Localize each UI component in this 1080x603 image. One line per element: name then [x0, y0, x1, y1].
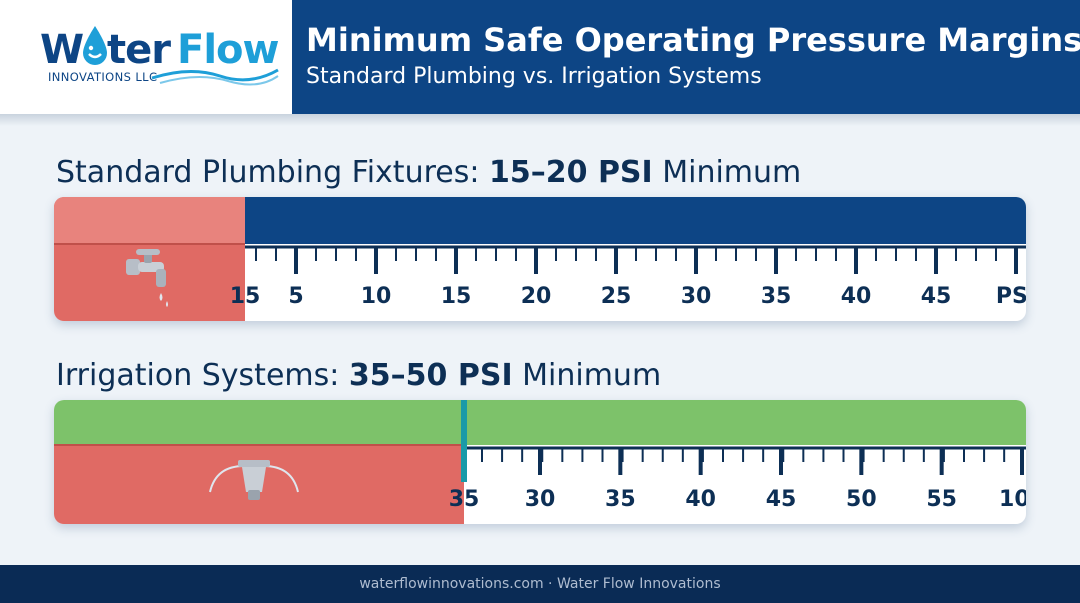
wave-swoosh-icon — [151, 68, 279, 86]
plumbing-heading: Standard Plumbing Fixtures: 15–20 PSI Mi… — [56, 154, 801, 192]
faucet-icon — [126, 249, 168, 307]
plumbing-tick-label: 25 — [601, 284, 632, 309]
irrigation-gauge: 35 30 35 40 45 50 55 100 — [54, 400, 1026, 524]
page-title: Minimum Safe Operating Pressure Margins — [306, 21, 1080, 59]
logo-letter-w: W — [40, 27, 84, 73]
irrigation-tick-label: 55 — [926, 487, 957, 512]
plumbing-tick-label: 30 — [681, 284, 712, 309]
plumbing-ticks — [255, 247, 1018, 274]
plumbing-tick-labels: 5 10 15 20 25 30 35 40 45 PSI — [288, 284, 1026, 309]
irrigation-heading-suffix: Minimum — [512, 358, 662, 393]
irrigation-tick-label: 30 — [525, 487, 556, 512]
plumbing-tick-label: 45 — [921, 284, 952, 309]
plumbing-danger-highlight — [54, 197, 245, 244]
irrigation-pressure-bar — [54, 400, 1026, 445]
plumbing-tick-label: 5 — [288, 284, 303, 309]
irrigation-heading-prefix: Irrigation Systems: — [56, 358, 349, 393]
irrigation-heading: Irrigation Systems: 35–50 PSI Minimum — [56, 357, 661, 395]
logo-word-flow: Flow — [177, 27, 279, 73]
plumbing-heading-prefix: Standard Plumbing Fixtures: — [56, 155, 489, 190]
irrigation-tick-label: 50 — [846, 487, 877, 512]
plumbing-gauge: 15 5 10 15 20 25 30 35 40 45 PSI — [54, 197, 1026, 321]
plumbing-tick-label: 40 — [841, 284, 872, 309]
irrigation-ticks — [481, 448, 1024, 475]
footer: waterflowinnovations.com · Water Flow In… — [0, 565, 1080, 603]
irrigation-tick-label: 35 — [605, 487, 636, 512]
irrigation-marker-label: 35 — [449, 487, 480, 512]
plumbing-heading-suffix: Minimum — [652, 155, 802, 190]
irrigation-tick-label: 45 — [766, 487, 797, 512]
logo-letters-ter: ter — [107, 27, 171, 73]
plumbing-tick-label: 20 — [521, 284, 552, 309]
plumbing-tick-label: 10 — [361, 284, 392, 309]
plumbing-marker-label: 15 — [230, 284, 261, 309]
water-drop-icon — [83, 26, 107, 65]
irrigation-heading-value: 35–50 PSI — [348, 358, 513, 393]
logo-subtitle: INNOVATIONS LLC — [48, 70, 158, 84]
irrigation-tick-label: 100 — [999, 487, 1026, 512]
sprinkler-icon — [209, 460, 299, 500]
footer-text: waterflowinnovations.com · Water Flow In… — [359, 576, 721, 592]
header-banner: W ter Flow INNOVATIONS LLC Minimum Safe … — [0, 0, 1080, 114]
plumbing-pressure-bar — [245, 197, 1026, 244]
plumbing-tick-label: PSI — [996, 284, 1026, 309]
irrigation-gauge-graphic: 35 30 35 40 45 50 55 100 — [54, 400, 1026, 524]
plumbing-heading-value: 15–20 PSI — [489, 155, 653, 190]
irrigation-tick-labels: 30 35 40 45 50 55 100 — [525, 487, 1026, 512]
plumbing-tick-label: 35 — [761, 284, 792, 309]
header-shadow — [0, 114, 1080, 126]
plumbing-gauge-graphic: 15 5 10 15 20 25 30 35 40 45 PSI — [54, 197, 1026, 321]
irrigation-tick-label: 40 — [685, 487, 716, 512]
plumbing-tick-label: 15 — [441, 284, 472, 309]
page-subtitle: Standard Plumbing vs. Irrigation Systems — [306, 64, 762, 89]
logo: W ter Flow INNOVATIONS LLC — [0, 0, 292, 114]
irrigation-threshold-marker — [461, 400, 467, 482]
